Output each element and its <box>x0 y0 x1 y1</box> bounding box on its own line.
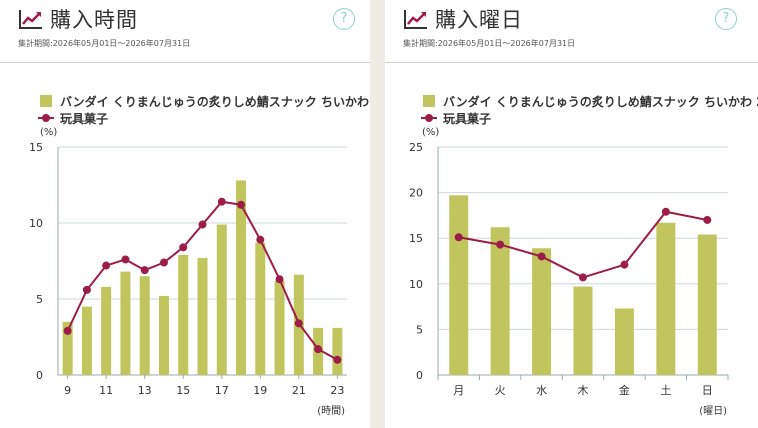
bar <box>236 180 247 375</box>
bar <box>573 286 593 375</box>
x-tick-label: 17 <box>215 384 229 397</box>
line-point <box>496 240 505 249</box>
bar <box>101 286 112 375</box>
legend-marker <box>425 114 433 122</box>
bar <box>697 234 717 375</box>
help-icon[interactable]: ? <box>715 8 737 30</box>
legend-label-bar: バンダイ くりまんじゅうの炙りしめ鯖スナック ちいかわ 21g <box>443 94 758 109</box>
line-point <box>537 252 546 261</box>
y-axis-unit: (%) <box>40 127 57 138</box>
bar <box>139 276 150 375</box>
line-point <box>333 355 342 364</box>
x-tick-label: 木 <box>578 384 589 397</box>
line-point <box>198 220 207 229</box>
trend-chart-icon <box>19 10 42 29</box>
bar <box>332 327 343 375</box>
x-tick-label: 水 <box>536 384 547 397</box>
bar <box>216 224 227 375</box>
line-point <box>314 345 323 354</box>
legend-swatch-bar <box>423 95 435 107</box>
x-tick-label: 土 <box>660 384 671 397</box>
bar <box>532 248 552 375</box>
line-point <box>82 285 91 294</box>
line-point <box>256 235 265 244</box>
x-tick-label: 13 <box>138 384 152 397</box>
x-axis-unit: (時間) <box>317 405 345 417</box>
line-point <box>275 275 284 284</box>
weekday-chart: バンダイ くりまんじゅうの炙りしめ鯖スナック ちいかわ 21g 玩具菓子 (%) 0 5… <box>409 94 758 417</box>
x-tick-label: 11 <box>99 384 113 397</box>
bar <box>449 195 469 375</box>
line-point <box>237 200 246 209</box>
bar <box>120 271 131 375</box>
legend-label-bar: バンダイ くりまんじゅうの炙りしめ鯖スナック ちいかわ 21g <box>60 94 370 109</box>
panel-header: 購入曜日 集計期間:2026年05月01日～2026年07月31日 ? <box>385 0 758 63</box>
y-tick-label: 5 <box>36 293 43 306</box>
x-tick-label: 金 <box>619 383 630 397</box>
line-point <box>620 260 629 269</box>
bar <box>178 254 189 375</box>
bar <box>158 295 169 375</box>
bar <box>81 306 92 375</box>
y-tick-label: 5 <box>416 323 423 336</box>
y-tick-label: 0 <box>416 369 423 382</box>
x-axis-unit: (曜日) <box>699 405 727 417</box>
bar <box>197 257 208 375</box>
x-tick-label: 火 <box>495 384 506 397</box>
x-tick-label: 月 <box>453 384 464 397</box>
y-tick-label: 25 <box>409 141 423 154</box>
page-title: 購入曜日 <box>435 8 523 32</box>
x-tick-label: 15 <box>176 384 190 397</box>
line-point <box>454 233 463 242</box>
help-icon[interactable]: ? <box>333 8 355 30</box>
y-tick-label: 20 <box>409 187 423 200</box>
time-panel: 購入時間 集計期間:2026年05月01日～2026年07月31日 ? バンダイ… <box>0 0 370 428</box>
y-tick-label: 10 <box>29 217 43 230</box>
line-point <box>217 197 226 206</box>
x-tick-label: 9 <box>64 384 71 397</box>
legend-label-line: 玩具菓子 <box>60 111 108 126</box>
line-point <box>121 255 130 264</box>
bar <box>656 222 676 375</box>
bar <box>255 242 266 375</box>
y-tick-label: 15 <box>409 232 423 245</box>
bar <box>614 308 634 375</box>
line-point <box>703 215 712 224</box>
y-tick-label: 10 <box>409 278 423 291</box>
legend-marker <box>42 114 50 122</box>
x-tick-label: 21 <box>292 384 306 397</box>
x-tick-label: 日 <box>702 384 713 397</box>
bar <box>274 280 285 375</box>
line-point <box>179 243 188 252</box>
period-text: 集計期間:2026年05月01日～2026年07月31日 <box>403 39 576 48</box>
y-tick-label: 0 <box>36 369 43 382</box>
y-tick-label: 15 <box>29 141 43 154</box>
page-title: 購入時間 <box>50 8 138 32</box>
bar <box>62 321 73 375</box>
period-text: 集計期間:2026年05月01日～2026年07月31日 <box>18 39 191 48</box>
legend-swatch-bar <box>40 95 52 107</box>
weekday-panel: 購入曜日 集計期間:2026年05月01日～2026年07月31日 ? バンダイ… <box>385 0 758 428</box>
line-point <box>159 258 168 267</box>
legend-label-line: 玩具菓子 <box>443 111 491 126</box>
line-point <box>294 319 303 328</box>
x-tick-label: 23 <box>330 384 344 397</box>
line-point <box>579 273 587 282</box>
line-point <box>102 261 111 270</box>
line-point <box>140 266 149 275</box>
y-axis-unit: (%) <box>422 127 439 138</box>
time-chart: バンダイ くりまんじゅうの炙りしめ鯖スナック ちいかわ 21g 玩具菓子(%) 0 5… <box>29 94 370 417</box>
x-tick-label: 19 <box>253 384 267 397</box>
line-point <box>661 207 670 216</box>
trend-chart-icon <box>404 10 427 29</box>
line-point <box>63 326 72 335</box>
panel-header: 購入時間 集計期間:2026年05月01日～2026年07月31日 ? <box>0 0 370 63</box>
bar <box>490 227 510 375</box>
